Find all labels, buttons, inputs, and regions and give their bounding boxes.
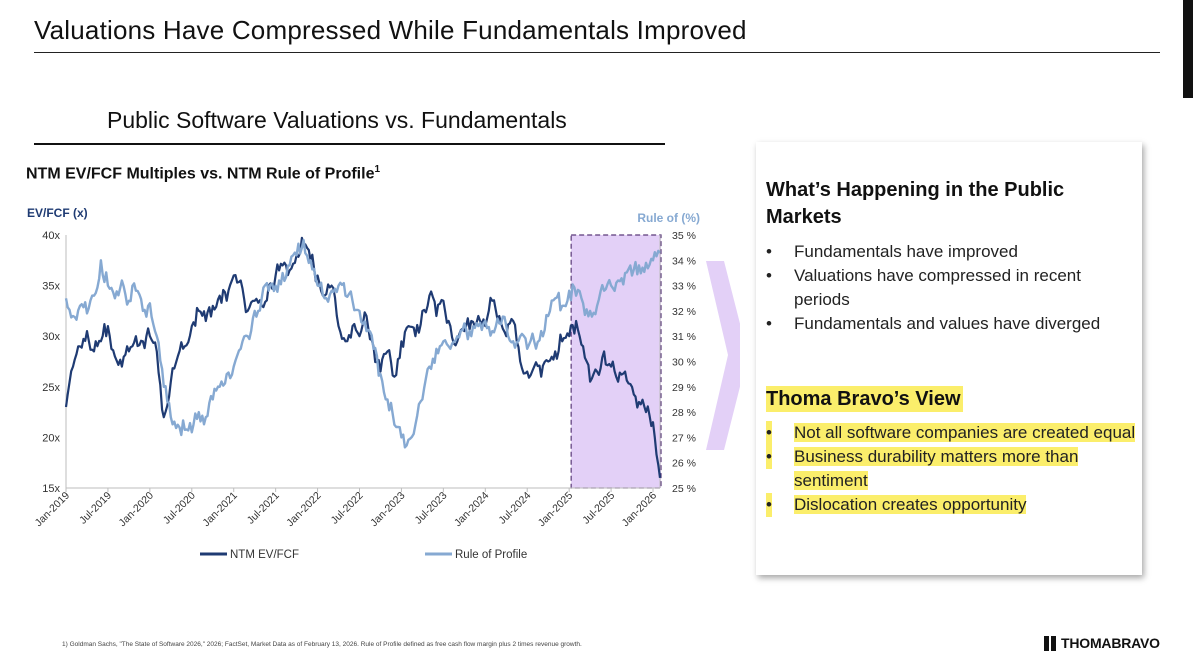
x-tick-label: Jan-2024 [452,490,492,530]
logo-wordmark: THOMABRAVO [1061,635,1160,651]
y-right-tick-label: 29 % [672,382,696,394]
view-bullet-text: Not all software companies are created e… [794,423,1136,442]
x-tick-label: Jan-2025 [536,490,576,530]
chart-title: NTM EV/FCF Multiples vs. NTM Rule of Pro… [26,164,380,183]
y-right-tick-label: 32 % [672,306,696,318]
dual-axis-line-chart: EV/FCF (x) Rule of (%) 40x 35x 30x 25x 20x 15x 3… [27,206,740,561]
y-right-tick-label: 34 % [672,255,696,267]
market-bullets: • Fundamentals have improved • Valuations … [766,240,1136,336]
view-heading: Thoma Bravo’s View [766,386,963,412]
y-right-tick-label: 26 % [672,458,696,470]
y-right-tick-label: 28 % [672,407,696,419]
view-bullet-item: • Not all software companies are created … [766,421,1136,445]
bullet-dot: • [766,493,772,517]
section-title: Public Software Valuations vs. Fundament… [107,107,567,133]
y-left-tick-label: 40x [42,230,60,242]
view-bullets: • Not all software companies are created … [766,421,1136,517]
window-edge-bar [1183,0,1193,98]
slide-title: Valuations Have Compressed While Fundame… [34,15,747,45]
y-right-tick-label: 27 % [672,432,696,444]
x-tick-label: Jan-2020 [117,490,157,530]
view-bullet-text: Dislocation creates opportunity [794,495,1027,514]
x-tick-label: Jul-2022 [329,490,366,527]
source-footnote: 1) Goldman Sachs, "The State of Software… [62,641,582,648]
y-right-tick-label: 31 % [672,331,696,343]
y-left-tick-label: 25x [42,382,60,394]
x-tick-label: Jan-2022 [284,490,324,530]
market-bullet-text: Fundamentals have improved [794,242,1018,261]
bullet-dot: • [766,314,772,333]
market-bullet-item: • Fundamentals have improved [766,240,1136,264]
y-axis-left-title: EV/FCF (x) [27,206,88,220]
market-bullet-text: Valuations have compressed in recent per… [794,266,1081,309]
view-bullet-text: Business durability matters more than se… [794,447,1079,490]
x-tick-label: Jul-2025 [580,490,617,527]
bullet-dot: • [766,421,772,445]
view-bullet-item: • Dislocation creates opportunity [766,493,1136,517]
section-divider [34,143,665,145]
y-right-tick-label: 30 % [672,357,696,369]
title-divider [34,52,1160,53]
public-markets-panel: What’s Happening in the Public Markets •… [756,142,1142,575]
x-tick-label: Jan-2019 [33,490,73,530]
y-left-tick-label: 30x [42,331,60,343]
x-tick-label: Jul-2024 [496,490,533,527]
legend-label: Rule of Profile [455,549,527,561]
y-right-tick-label: 35 % [672,230,696,242]
x-tick-label: Jan-2023 [368,490,408,530]
y-left-tick-label: 35x [42,281,60,293]
y-left-tick-label: 15x [42,483,60,495]
x-tick-label: Jan-2021 [200,490,240,530]
view-bullet-item: • Business durability matters more than s… [766,445,1136,493]
bullet-dot: • [766,242,772,261]
y-axis-right-title: Rule of (%) [637,211,700,225]
x-tick-label: Jul-2020 [161,490,198,527]
y-left-tick-label: 20x [42,432,60,444]
series-line-rule-of-profile [64,238,661,449]
x-tick-label: Jul-2021 [245,490,282,527]
company-logo: THOMABRAVO [1044,633,1160,653]
x-tick-label: Jul-2019 [77,490,114,527]
bullet-dot: • [766,445,772,469]
logo-bars-icon [1044,635,1056,651]
market-bullet-text: Fundamentals and values have diverged [794,314,1101,333]
panel-heading: What’s Happening in the Public Markets [766,179,1065,228]
chevron-right-icon [706,261,740,450]
y-right-tick-label: 33 % [672,281,696,293]
highlight-region [570,234,662,489]
x-tick-label: Jul-2023 [413,490,450,527]
y-right-tick-label: 25 % [672,483,696,495]
chart-title-footnote-marker: 1 [374,164,381,175]
x-tick-label: Jan-2026 [620,490,660,530]
chart-title-text: NTM EV/FCF Multiples vs. NTM Rule of Pro… [26,165,375,183]
legend-label: NTM EV/FCF [230,549,299,561]
market-bullet-item: • Valuations have compressed in recent pe… [766,264,1136,312]
market-bullet-item: • Fundamentals and values have diverged [766,312,1136,336]
bullet-dot: • [766,266,772,285]
